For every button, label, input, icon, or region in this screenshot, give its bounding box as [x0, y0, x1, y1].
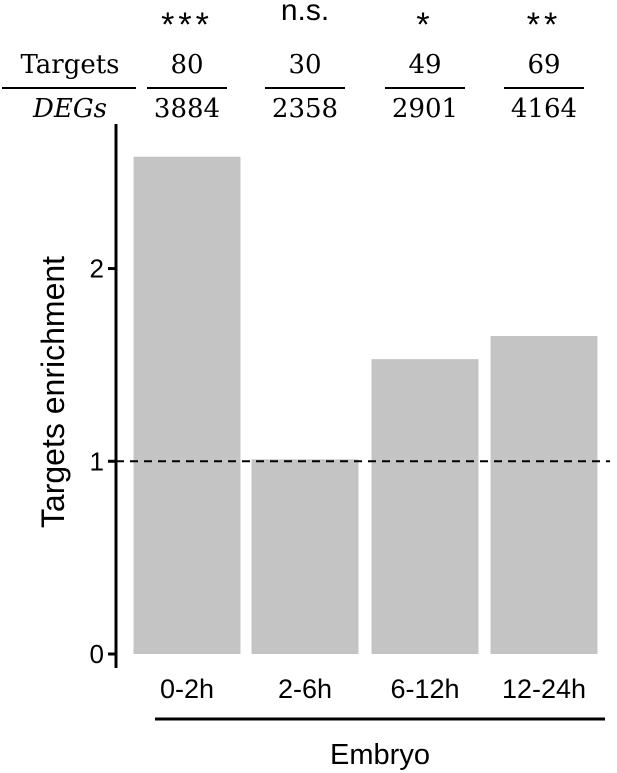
- targets-count-0-2h: 80: [170, 50, 203, 80]
- x-tick-label-2-6h: 2-6h: [278, 674, 332, 704]
- significance-labels: *** n.s. * **: [161, 0, 561, 44]
- x-tick-label-6-12h: 6-12h: [390, 674, 459, 704]
- degs-count-6-12h: 2901: [392, 94, 458, 124]
- bar-12-24h: [490, 336, 598, 654]
- bar-0-2h: [133, 156, 241, 654]
- targets-count-2-6h: 30: [288, 50, 321, 80]
- significance-12-24h: **: [527, 6, 561, 44]
- bar-2-6h: [251, 459, 359, 654]
- degs-count-12-24h: 4164: [511, 94, 577, 124]
- targets-row-label: Targets: [20, 50, 119, 80]
- targets-count-6-12h: 49: [408, 50, 441, 80]
- axes-group: 0 1 2: [90, 124, 118, 669]
- bar-6-12h: [371, 359, 479, 654]
- fraction-header: Targets DEGs: [2, 50, 136, 124]
- significance-2-6h: n.s.: [281, 0, 329, 27]
- y-tick-label-0: 0: [90, 639, 104, 669]
- y-tick-label-2: 2: [90, 254, 104, 284]
- bars-group: [133, 156, 598, 654]
- significance-6-12h: *: [416, 6, 433, 44]
- x-group-label: Embryo: [330, 739, 430, 771]
- degs-count-0-2h: 3884: [154, 94, 220, 124]
- significance-0-2h: ***: [161, 6, 213, 44]
- y-tick-label-1: 1: [90, 446, 104, 476]
- degs-row-label: DEGs: [32, 94, 107, 124]
- targets-count-12-24h: 69: [527, 50, 560, 80]
- degs-count-2-6h: 2358: [272, 94, 338, 124]
- fraction-columns: 80 3884 30 2358 49 2901 69 4164: [147, 50, 584, 124]
- x-tick-label-12-24h: 12-24h: [502, 674, 586, 704]
- x-tick-label-0-2h: 0-2h: [160, 674, 214, 704]
- x-tick-labels: 0-2h 2-6h 6-12h 12-24h: [160, 674, 586, 704]
- y-axis-label: Targets enrichment: [35, 256, 71, 528]
